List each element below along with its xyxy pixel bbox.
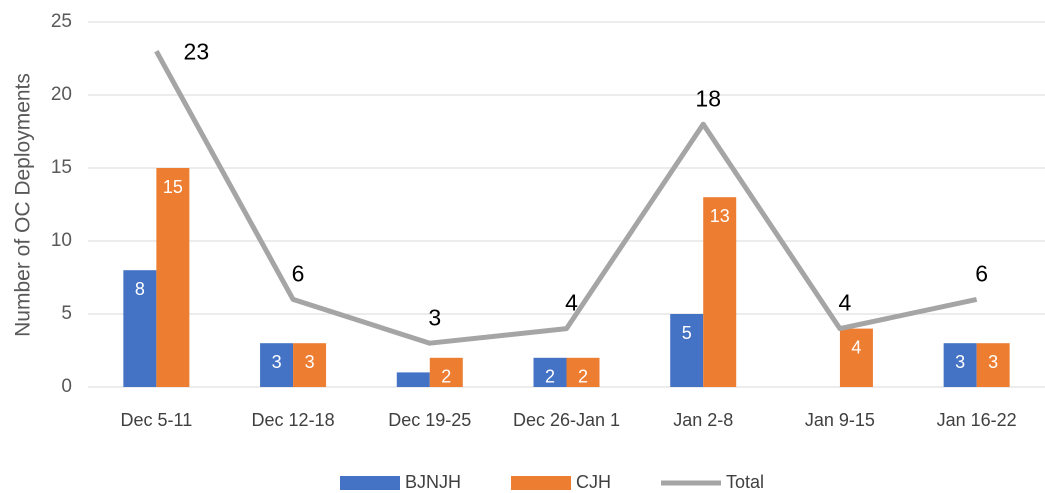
data-label: 4: [839, 290, 852, 316]
legend-label: Total: [726, 472, 764, 492]
data-label: 6: [975, 260, 988, 286]
data-label: 2: [578, 367, 588, 387]
y-tick-label: 10: [51, 230, 72, 251]
data-label: 23: [184, 38, 210, 64]
bar: [260, 343, 294, 387]
y-tick-label: 15: [51, 157, 72, 178]
data-label: 8: [135, 279, 145, 299]
bar: [943, 343, 977, 387]
legend-swatch: [511, 476, 572, 490]
data-label: 3: [428, 304, 441, 330]
bar: [156, 168, 190, 387]
y-axis-label: Number of OC Deployments: [12, 73, 35, 337]
data-label: 15: [163, 177, 183, 197]
data-label: 2: [441, 367, 451, 387]
y-tick-label: 25: [51, 11, 72, 32]
bar: [566, 357, 600, 387]
x-tick-label: Dec 26-Jan 1: [513, 410, 620, 430]
x-tick-label: Dec 12-18: [252, 410, 335, 430]
data-label: 3: [955, 352, 965, 372]
y-tick-label: 5: [61, 303, 72, 324]
data-label: 3: [272, 352, 282, 372]
bar: [396, 372, 430, 387]
bar: [976, 343, 1010, 387]
y-tick-label: 20: [51, 84, 72, 105]
line: [154, 49, 978, 346]
bar: [839, 328, 873, 387]
bar: [533, 357, 567, 387]
bar: [429, 357, 463, 387]
data-label: 18: [695, 85, 721, 111]
y-tick-label: 0: [61, 376, 72, 397]
data-label: 3: [988, 352, 998, 372]
data-label: 13: [710, 206, 730, 226]
data-label: 4: [851, 337, 861, 357]
bar: [670, 314, 704, 387]
legend-swatch: [340, 476, 400, 490]
x-tick-label: Dec 5-11: [121, 410, 193, 430]
data-label: 3: [305, 352, 315, 372]
data-label: 2: [545, 367, 555, 387]
data-label: 4: [565, 290, 578, 316]
x-tick-label: Jan 16-22: [937, 410, 1017, 430]
bar: [123, 270, 157, 387]
legend-label: BJNJH: [405, 472, 461, 492]
data-label: 5: [682, 323, 692, 343]
x-tick-label: Jan 2-8: [673, 410, 733, 430]
bar: [703, 197, 737, 387]
data-label: 6: [292, 260, 305, 286]
x-tick-label: Dec 19-25: [388, 410, 471, 430]
bar: [293, 343, 327, 387]
legend-label: CJH: [576, 472, 611, 492]
x-tick-label: Jan 9-15: [805, 410, 875, 430]
